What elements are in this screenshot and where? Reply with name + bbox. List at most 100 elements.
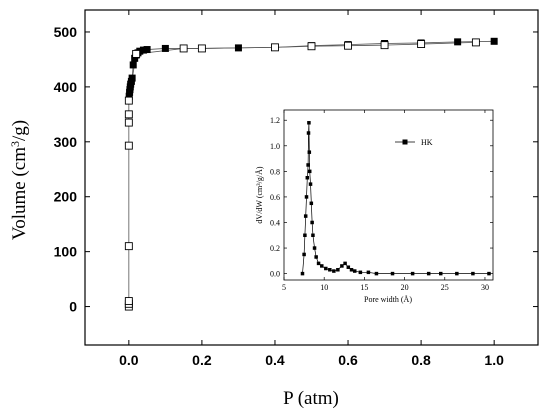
main-y-tick-label: 400 xyxy=(54,79,78,95)
inset-x-tick-label: 15 xyxy=(360,283,368,292)
inset-series-markers xyxy=(300,121,491,276)
main-plot-frame xyxy=(84,9,539,346)
main-series-1-point xyxy=(132,49,141,58)
inset-series-0-point xyxy=(340,264,344,268)
inset-series-0-point xyxy=(307,169,312,174)
inset-x-axis-label: Pore width (Å) xyxy=(364,295,412,304)
main-series-1-point xyxy=(179,44,188,53)
inset-plot: 5 10 15 20 25 30 0.0 0.2 0.4 0.6 0.8 1.0 1.2 HK Por… xyxy=(255,109,494,304)
main-y-tick-label: 500 xyxy=(54,24,78,40)
inset-series-0-point xyxy=(358,270,363,275)
inset-y-tick-label: 1.0 xyxy=(270,142,280,151)
main-x-tick-label: 0.6 xyxy=(338,352,358,368)
inset-series-0-point xyxy=(307,150,312,154)
inset-series-0-point xyxy=(471,271,475,276)
main-series-0-point xyxy=(128,74,136,82)
main-series-0-point xyxy=(454,38,462,46)
inset-series-0-point xyxy=(303,214,308,218)
main-x-tick-label: 0.8 xyxy=(411,352,431,368)
inset-series-0-point xyxy=(304,195,309,199)
inset-plot-background xyxy=(284,110,493,280)
inset-series-0-point xyxy=(410,271,415,276)
inset-series-0-point xyxy=(346,265,351,269)
inset-x-tick-label: 30 xyxy=(481,283,489,292)
inset-series-0-point xyxy=(303,233,307,238)
main-x-tick-label: 0.2 xyxy=(192,352,212,368)
main-series-0-point xyxy=(490,37,498,45)
inset-series-0-point xyxy=(305,175,310,180)
main-x-ticks: 0.0 0.2 0.4 0.6 0.8 1.0 xyxy=(119,10,504,368)
main-y-tick-label: 300 xyxy=(54,134,78,150)
main-x-axis-label: P (atm) xyxy=(283,388,339,409)
main-series-1-point xyxy=(307,42,316,51)
inset-series-0-point xyxy=(487,271,491,276)
inset-y-tick-label: 1.2 xyxy=(270,116,280,125)
main-series-1-point xyxy=(197,44,206,53)
inset-series-0-point xyxy=(336,268,340,272)
inset-series-0-point xyxy=(302,252,306,257)
inset-series-0-point xyxy=(310,220,314,225)
main-series-0-point xyxy=(161,44,169,52)
main-series-1-point xyxy=(271,43,279,52)
inset-y-ticks: 0.0 0.2 0.4 0.6 0.8 1.0 1.2 xyxy=(270,116,493,279)
inset-series-0-line xyxy=(302,122,489,274)
main-y-tick-label: 100 xyxy=(54,244,78,260)
inset-series-0-point xyxy=(308,182,313,186)
main-series-1-point xyxy=(471,38,480,47)
inset-y-tick-label: 0.2 xyxy=(270,244,280,253)
main-y-axis-label-base: Volume (cm xyxy=(9,147,30,240)
main-y-axis-label-sup: 3 xyxy=(8,141,22,147)
inset-y-tick-label: 0.8 xyxy=(270,167,280,176)
inset-x-tick-label: 20 xyxy=(401,283,409,292)
inset-y-axis-label: dV/dW (cm³/g/Å) xyxy=(255,166,264,223)
inset-series-0-point xyxy=(328,268,332,272)
inset-series-0-point xyxy=(311,233,315,238)
main-x-tick-label: 0.4 xyxy=(265,352,285,368)
inset-legend-marker xyxy=(402,139,408,145)
main-x-tick-label: 0.0 xyxy=(119,352,139,368)
main-x-tick-label: 1.0 xyxy=(484,352,504,368)
inset-series-0-point xyxy=(306,163,310,167)
main-y-ticks: 0 100 200 300 400 500 xyxy=(54,24,538,315)
inset-y-tick-label: 0.4 xyxy=(270,218,280,227)
main-series-1-point xyxy=(417,40,426,48)
inset-series-0-point xyxy=(352,269,357,273)
inset-series-0-point xyxy=(312,246,317,250)
main-series-0-point xyxy=(139,46,147,54)
inset-series-0-point xyxy=(366,270,371,275)
inset-legend: HK xyxy=(395,138,433,147)
inset-series-0-point xyxy=(426,271,431,276)
inset-series-0-point xyxy=(314,255,318,259)
main-series-1-point xyxy=(124,297,133,306)
main-series-0-point xyxy=(129,61,137,69)
main-series-1-point xyxy=(344,41,352,50)
main-series-markers xyxy=(124,37,498,311)
inset-series-0-point xyxy=(307,121,311,125)
inset-series-0-point xyxy=(390,271,395,276)
inset-series-0-point xyxy=(324,266,328,271)
inset-plot-frame xyxy=(283,109,494,281)
inset-series-0-point xyxy=(455,271,459,276)
main-plot: 0.0 0.2 0.4 0.6 0.8 1.0 0 100 200 300 400 500 P (a… xyxy=(8,9,539,409)
inset-series-0-point xyxy=(306,131,311,135)
inset-y-tick-label: 0.6 xyxy=(270,193,280,202)
inset-series-0-point xyxy=(332,269,336,273)
main-series-1-point xyxy=(124,110,133,119)
inset-series-0-point xyxy=(309,201,314,206)
main-series-1-point xyxy=(124,118,133,127)
inset-series-0-point xyxy=(300,271,305,276)
main-y-tick-label: 200 xyxy=(54,189,78,205)
main-series-1-point xyxy=(380,41,389,50)
inset-series-0-point xyxy=(374,271,379,276)
inset-series-line xyxy=(302,122,489,274)
main-y-axis-label: Volume (cm3/g) xyxy=(8,120,30,240)
inset-series-0-point xyxy=(439,271,443,276)
inset-series-0-point xyxy=(349,268,354,272)
main-y-axis-label-tail: /g) xyxy=(9,120,30,141)
inset-x-ticks: 5 10 15 20 25 30 xyxy=(282,110,489,292)
main-series-0-point xyxy=(125,92,133,100)
inset-x-tick-label: 25 xyxy=(441,283,449,292)
inset-y-tick-label: 0.0 xyxy=(270,270,280,279)
inset-x-tick-label: 5 xyxy=(282,283,286,292)
